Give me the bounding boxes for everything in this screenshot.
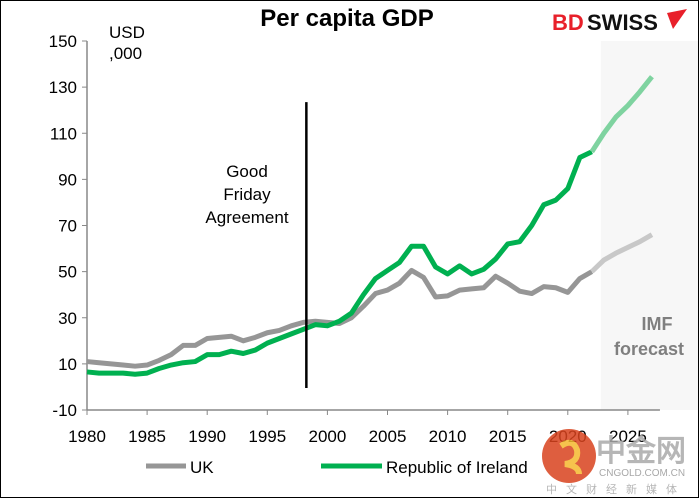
y-tick-label: 110 — [50, 124, 77, 143]
x-tick-label: 1990 — [188, 427, 226, 446]
y-tick-label: 10 — [58, 355, 77, 374]
watermark-logo-icon — [542, 429, 596, 483]
y-tick-label: 70 — [58, 217, 77, 236]
forecast-shade — [600, 41, 698, 410]
event-label-1: Good — [226, 162, 268, 181]
chart-title: Per capita GDP — [260, 5, 433, 32]
x-tick-label: 2010 — [429, 427, 467, 446]
x-tick-label: 2005 — [369, 427, 407, 446]
x-tick-label: 1985 — [128, 427, 166, 446]
y-tick-label: 50 — [58, 263, 77, 282]
forecast-label-2: forecast — [614, 339, 684, 359]
x-tick-label: 1995 — [248, 427, 286, 446]
x-tick-label: 1980 — [68, 427, 106, 446]
y-tick-label: -10 — [52, 401, 77, 420]
svg-text:CNGOLD.COM.CN: CNGOLD.COM.CN — [599, 468, 685, 479]
logo-flag-icon — [667, 9, 687, 29]
logo-bd: BD — [552, 10, 584, 35]
svg-text:中文财经新媒体: 中文财经新媒体 — [546, 482, 686, 496]
event-label-3: Agreement — [205, 208, 288, 227]
y-unit-label-1: USD — [109, 23, 145, 42]
logo-swiss: SWISS — [587, 10, 658, 35]
bdswiss-logo: BD SWISS — [552, 9, 687, 35]
y-unit-label-2: ,000 — [109, 44, 142, 63]
ireland-series-line — [86, 149, 593, 377]
svg-text:中金网: 中金网 — [596, 434, 686, 468]
x-tick-label: 2025 — [609, 427, 647, 446]
ireland-forecast-line — [589, 75, 654, 154]
forecast-label-1: IMF — [642, 314, 673, 334]
x-tick-label: 2015 — [489, 427, 527, 446]
cngold-watermark: 中金网 CNGOLD.COM.CN 中文财经新媒体 — [542, 429, 686, 496]
x-tick-label: 2000 — [308, 427, 346, 446]
event-label-2: Friday — [223, 185, 271, 204]
y-tick-label: 30 — [58, 309, 77, 328]
uk-forecast-line — [590, 232, 654, 274]
y-tick-label: 90 — [58, 170, 77, 189]
legend-ireland-label: Republic of Ireland — [386, 458, 528, 477]
y-tick-label: 150 — [49, 32, 77, 51]
y-tick-label: 130 — [49, 78, 77, 97]
legend-uk-label: UK — [190, 458, 214, 477]
